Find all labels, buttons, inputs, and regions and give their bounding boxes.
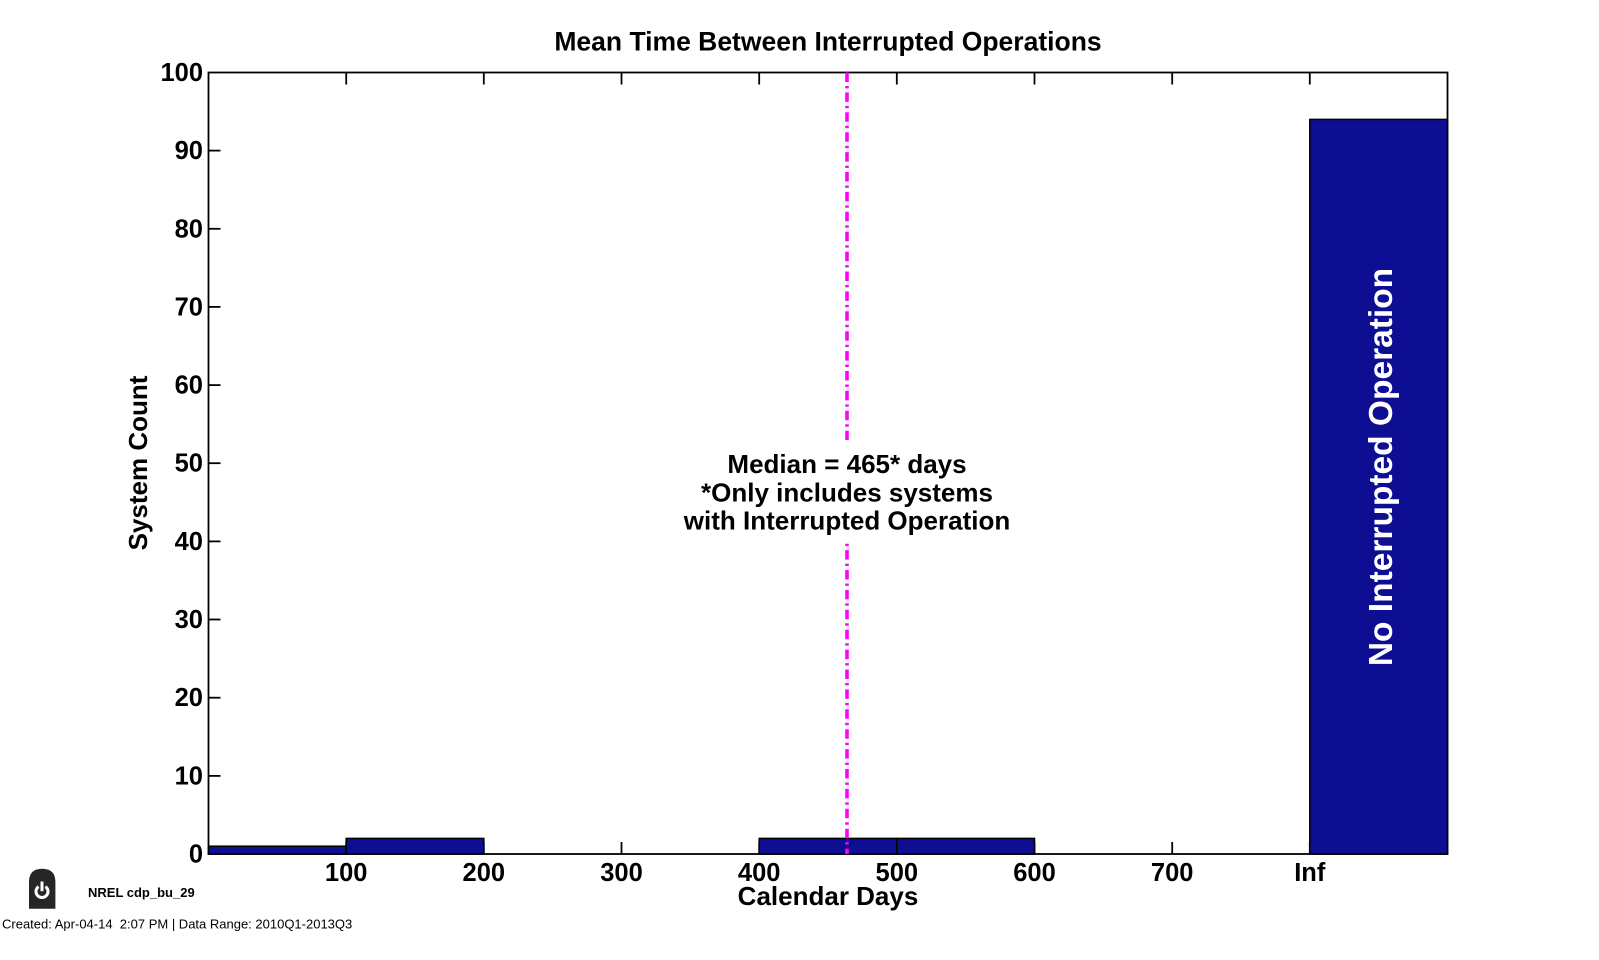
svg-text:No Interrupted Operation: No Interrupted Operation [1363, 268, 1400, 666]
svg-text:200: 200 [463, 859, 506, 887]
svg-text:0: 0 [189, 841, 203, 869]
svg-text:System Count: System Count [123, 375, 153, 550]
svg-text:Mean Time Between Interrupted: Mean Time Between Interrupted Operations [554, 27, 1101, 57]
svg-text:60: 60 [175, 372, 203, 400]
svg-text:with Interrupted Operation: with Interrupted Operation [683, 506, 1010, 536]
svg-text:20: 20 [175, 684, 203, 712]
svg-text:700: 700 [1151, 859, 1194, 887]
svg-text:*Only includes systems: *Only includes systems [701, 478, 993, 508]
svg-text:100: 100 [160, 59, 203, 87]
svg-text:Calendar Days: Calendar Days [738, 881, 919, 911]
svg-text:30: 30 [175, 606, 203, 634]
svg-text:Median = 465* days: Median = 465* days [727, 449, 966, 479]
svg-text:Inf: Inf [1294, 859, 1326, 887]
svg-text:70: 70 [175, 293, 203, 321]
svg-text:10: 10 [175, 762, 203, 790]
svg-text:300: 300 [600, 859, 643, 887]
svg-text:500: 500 [876, 859, 919, 887]
svg-text:80: 80 [175, 215, 203, 243]
svg-text:40: 40 [175, 528, 203, 556]
svg-text:NREL cdp_bu_29: NREL cdp_bu_29 [88, 885, 195, 900]
svg-text:400: 400 [738, 859, 781, 887]
svg-text:100: 100 [325, 859, 368, 887]
svg-text:600: 600 [1013, 859, 1056, 887]
svg-text:90: 90 [175, 137, 203, 165]
svg-text:Created: Apr-04-14 2:07 PM |: Created: Apr-04-14 2:07 PM | Data Range:… [2, 917, 352, 932]
svg-text:50: 50 [175, 450, 203, 478]
